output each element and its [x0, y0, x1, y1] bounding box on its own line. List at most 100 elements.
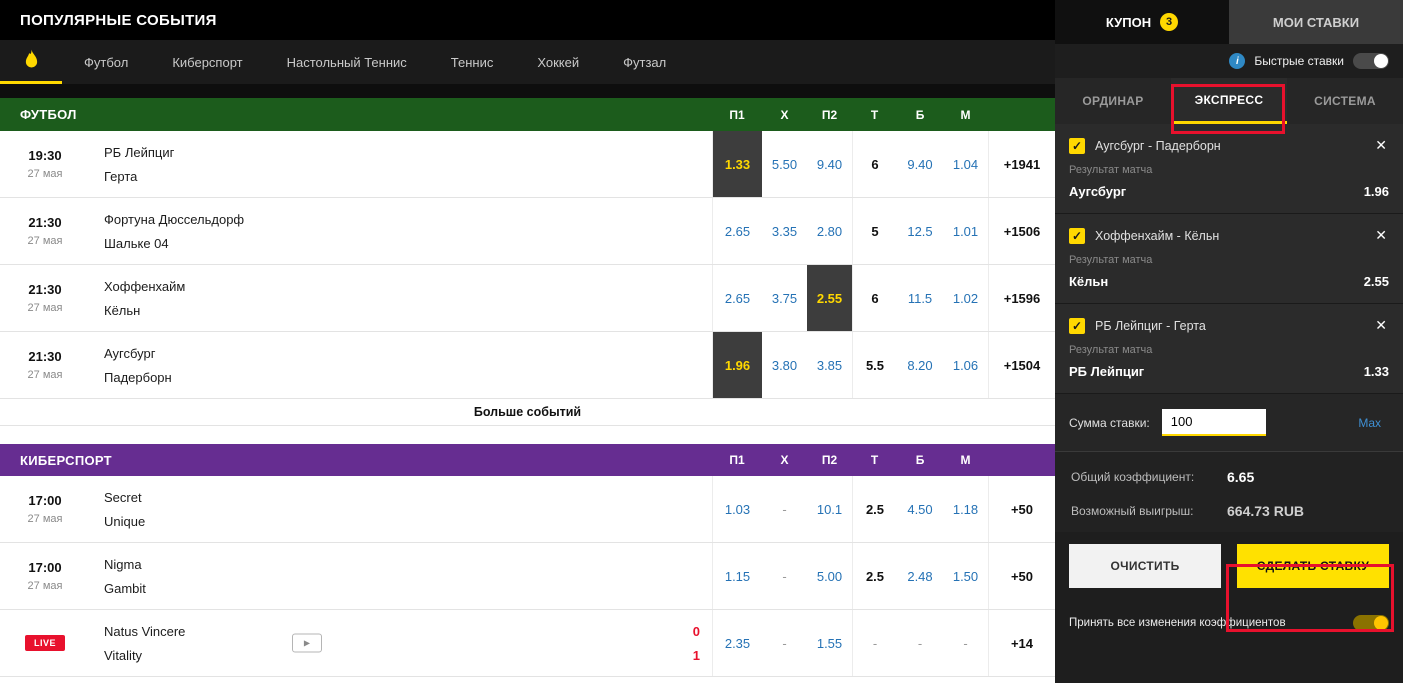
tab-ordinar[interactable]: ОРДИНАР	[1082, 94, 1144, 108]
odd-over[interactable]: -	[917, 635, 923, 651]
odd-p2[interactable]: 9.40	[816, 156, 843, 172]
odd-p2[interactable]: 1.55	[816, 635, 843, 651]
nav-tab-label: Теннис	[450, 54, 494, 70]
column-header-p1: П1	[729, 453, 745, 467]
popular-events-title: ПОПУЛЯРНЫЕ СОБЫТИЯ	[20, 11, 217, 29]
odd-total[interactable]: 6	[852, 265, 897, 331]
bet-match-name: Хоффенхайм - Кёльн	[1095, 228, 1220, 243]
more-markets-count[interactable]: +50	[988, 476, 1055, 542]
more-markets-count[interactable]: +1941	[988, 131, 1055, 197]
tab-system[interactable]: СИСТЕМА	[1314, 94, 1376, 108]
bet-pick: РБ Лейпциг	[1069, 364, 1145, 379]
odd-over[interactable]: 11.5	[907, 290, 933, 306]
odd-p1[interactable]: 2.65	[712, 265, 762, 331]
nav-tab-cybersport[interactable]: Киберспорт	[150, 40, 264, 84]
bet-checkbox[interactable]: ✓	[1069, 227, 1085, 244]
bet-market: Результат матча	[1069, 344, 1153, 356]
odd-under[interactable]: 1.02	[952, 290, 979, 306]
event-date: 27 мая	[27, 168, 63, 180]
odd-over[interactable]: 4.50	[907, 501, 933, 517]
video-play-icon[interactable]: ▶	[292, 633, 322, 653]
nav-tab-hockey[interactable]: Хоккей	[515, 40, 601, 84]
tab-express[interactable]: ЭКСПРЕСС	[1171, 78, 1287, 124]
more-markets-count[interactable]: +1596	[988, 265, 1055, 331]
odd-total[interactable]: -	[852, 610, 897, 676]
sports-navbar: Футбол Киберспорт Настольный Теннис Тенн…	[0, 40, 1055, 84]
quick-bets-row: i Быстрые ставки	[1055, 44, 1403, 78]
odd-x[interactable]: -	[782, 501, 787, 517]
odd-total[interactable]: 5	[852, 198, 897, 264]
info-icon[interactable]: i	[1229, 53, 1246, 69]
nav-tab-tennis[interactable]: Теннис	[429, 40, 516, 84]
odd-over[interactable]: 12.5	[907, 223, 933, 239]
odd-x[interactable]: 5.50	[771, 156, 798, 172]
bet-checkbox[interactable]: ✓	[1069, 317, 1085, 334]
tab-my-bets-label: МОИ СТАВКИ	[1272, 14, 1360, 30]
odd-p1[interactable]: 2.65	[712, 198, 762, 264]
odd-x[interactable]: 3.80	[771, 357, 798, 373]
event-teams[interactable]: Natus Vincere Vitality ▶ 0 1	[90, 610, 712, 676]
odd-p2[interactable]: 2.80	[816, 223, 843, 239]
event-teams[interactable]: Хоффенхайм Кёльн	[90, 265, 712, 331]
remove-bet-icon[interactable]: ✕	[1375, 137, 1387, 153]
odd-p1[interactable]: 1.96	[712, 332, 762, 398]
coupon-count-badge: 3	[1160, 13, 1179, 31]
nav-tab-football[interactable]: Футбол	[62, 40, 150, 84]
odd-x[interactable]: 3.35	[771, 223, 798, 239]
nav-tab-futsal[interactable]: Футзал	[601, 40, 688, 84]
stake-input[interactable]	[1161, 409, 1266, 436]
odd-under[interactable]: 1.18	[952, 501, 979, 517]
remove-bet-icon[interactable]: ✕	[1375, 317, 1387, 333]
more-events-button[interactable]: Больше событий	[0, 399, 1055, 426]
odd-p2[interactable]: 2.55	[807, 265, 852, 331]
event-teams[interactable]: РБ Лейпциг Герта	[90, 131, 712, 197]
accept-changes-toggle[interactable]	[1353, 615, 1389, 631]
column-header-b: Б	[915, 107, 925, 122]
more-markets-count[interactable]: +14	[988, 610, 1055, 676]
odd-over[interactable]: 2.48	[907, 568, 933, 584]
bet-checkbox[interactable]: ✓	[1069, 137, 1085, 154]
more-markets-count[interactable]: +50	[988, 543, 1055, 609]
odd-over[interactable]: 8.20	[907, 357, 933, 373]
event-teams[interactable]: Фортуна Дюссельдорф Шальке 04	[90, 198, 712, 264]
event-teams[interactable]: Аугсбург Падерборн	[90, 332, 712, 398]
max-stake-link[interactable]: Max	[1358, 415, 1381, 430]
odd-p2[interactable]: 10.1	[816, 501, 843, 517]
odd-p1[interactable]: 1.03	[712, 476, 762, 542]
more-markets-count[interactable]: +1504	[988, 332, 1055, 398]
event-teams[interactable]: Nigma Gambit	[90, 543, 712, 609]
event-row: 21:30 27 мая Хоффенхайм Кёльн 2.65 3.75 …	[0, 265, 1055, 332]
odd-total[interactable]: 2.5	[852, 476, 897, 542]
odd-under[interactable]: 1.50	[952, 568, 979, 584]
odd-p2[interactable]: 5.00	[816, 568, 843, 584]
odd-p1[interactable]: 2.35	[712, 610, 762, 676]
place-bet-button[interactable]: СДЕЛАТЬ СТАВКУ	[1237, 544, 1389, 588]
nav-tab-table-tennis[interactable]: Настольный Теннис	[265, 40, 429, 84]
odd-total[interactable]: 2.5	[852, 543, 897, 609]
odd-x[interactable]: -	[782, 568, 787, 584]
odd-total[interactable]: 5.5	[852, 332, 897, 398]
event-date: 27 мая	[27, 369, 63, 381]
hot-events-tab[interactable]	[0, 40, 62, 84]
odd-p1[interactable]: 1.33	[712, 131, 762, 197]
odd-p2[interactable]: 3.85	[816, 357, 843, 373]
column-header-b: Б	[915, 453, 925, 467]
clear-button[interactable]: ОЧИСТИТЬ	[1069, 544, 1221, 588]
tab-coupon[interactable]: КУПОН 3	[1055, 0, 1229, 44]
event-teams[interactable]: Secret Unique	[90, 476, 712, 542]
odd-x[interactable]: -	[782, 635, 787, 651]
odd-under[interactable]: 1.01	[952, 223, 979, 239]
odd-total[interactable]: 6	[852, 131, 897, 197]
tab-my-bets[interactable]: МОИ СТАВКИ	[1229, 0, 1403, 44]
odd-over[interactable]: 9.40	[907, 156, 933, 172]
more-markets-count[interactable]: +1506	[988, 198, 1055, 264]
odd-under[interactable]: -	[963, 635, 968, 651]
odd-p1[interactable]: 1.15	[712, 543, 762, 609]
quick-bets-toggle[interactable]	[1353, 53, 1389, 69]
betslip-summary: Общий коэффициент: 6.65 Возможный выигры…	[1055, 452, 1403, 532]
odd-x[interactable]: 3.75	[771, 290, 798, 306]
odd-under[interactable]: 1.04	[952, 156, 979, 172]
cybersport-section-title: КИБЕРСПОРТ	[20, 452, 112, 468]
odd-under[interactable]: 1.06	[952, 357, 979, 373]
remove-bet-icon[interactable]: ✕	[1375, 227, 1387, 243]
